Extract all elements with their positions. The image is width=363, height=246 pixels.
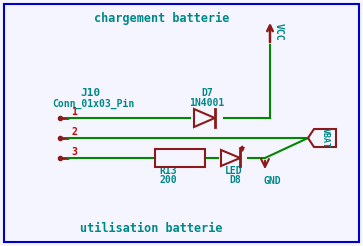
Text: 1: 1 [71,107,77,117]
Text: R13: R13 [159,166,177,176]
Bar [155,149,205,167]
Text: D7: D7 [201,88,213,98]
Text: GND: GND [263,176,281,186]
Text: J10: J10 [80,88,100,98]
Text: chargement batterie: chargement batterie [94,12,229,25]
Text: 1N4001: 1N4001 [189,98,225,108]
Text: Conn_01x03_Pin: Conn_01x03_Pin [52,99,134,109]
Text: VCC: VCC [274,23,284,41]
Text: 2: 2 [71,127,77,137]
Text: VBAT: VBAT [321,128,330,148]
Text: 3: 3 [71,147,77,157]
Text: 200: 200 [159,175,177,185]
Text: LED: LED [225,166,242,176]
Text: utilisation batterie: utilisation batterie [80,222,223,235]
Text: D8: D8 [229,175,241,185]
